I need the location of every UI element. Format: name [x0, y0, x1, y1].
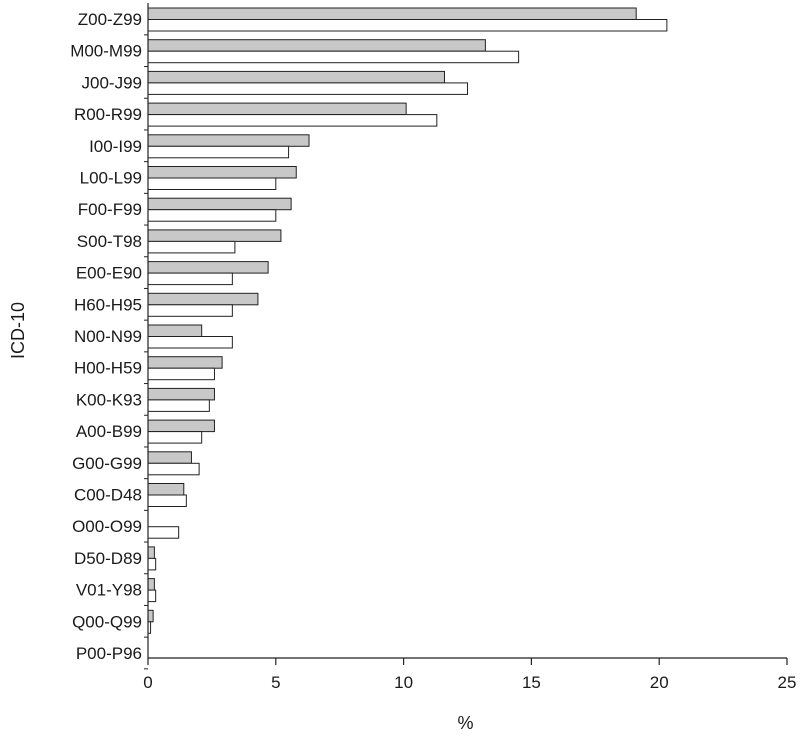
bar	[147, 578, 155, 591]
category-label: G00-G99	[72, 454, 142, 473]
category-label: C00-D48	[74, 486, 142, 505]
bar	[147, 166, 297, 179]
bar	[147, 356, 223, 369]
bar	[147, 134, 310, 147]
bar	[147, 145, 290, 159]
bar	[147, 483, 185, 496]
bar	[147, 240, 236, 254]
x-ticks: 0 5 10 15 20 25	[143, 658, 796, 692]
category-label: F00-F99	[78, 200, 142, 219]
category-label: J00-J99	[82, 73, 142, 92]
bar	[147, 39, 486, 52]
category-label: A00-B99	[76, 422, 142, 441]
bar	[147, 304, 233, 317]
bar	[147, 589, 157, 603]
category-label: M00-M99	[70, 42, 142, 61]
category-label: E00-E90	[76, 264, 142, 283]
bar	[147, 292, 259, 306]
x-axis-title: %	[457, 713, 473, 733]
category-label: H60-H95	[74, 295, 142, 314]
bar	[147, 431, 203, 444]
category-label: N00-N99	[74, 327, 142, 346]
category-labels: Z00-Z99 M00-M99 J00-J99 R00-R99 I00-I99 L00-L…	[70, 10, 148, 670]
category-label: K00-K93	[76, 390, 142, 409]
x-tick-label: 10	[394, 673, 413, 692]
bar	[147, 526, 180, 539]
bar	[147, 114, 438, 127]
bar	[147, 261, 269, 274]
category-label: P00-P96	[76, 644, 142, 663]
x-tick-label: 15	[522, 673, 541, 692]
category-label: Z00-Z99	[78, 10, 142, 29]
bar	[147, 546, 155, 559]
bar	[147, 494, 187, 507]
bar	[147, 451, 192, 464]
bar	[147, 102, 407, 116]
category-label: L00-L99	[80, 169, 142, 188]
bar	[147, 387, 215, 401]
category-label: S00-T98	[77, 232, 142, 251]
x-tick-label: 5	[271, 673, 280, 692]
bar	[147, 197, 292, 211]
bar	[147, 7, 637, 20]
x-tick-label: 20	[650, 673, 669, 692]
category-label: I00-I99	[89, 137, 142, 156]
bar	[147, 324, 203, 337]
category-label: R00-R99	[74, 105, 142, 124]
category-label: O00-O99	[72, 517, 142, 536]
bar	[147, 209, 277, 222]
bar	[147, 609, 154, 623]
x-tick-label: 25	[778, 673, 797, 692]
bar	[147, 272, 233, 286]
x-tick-label: 0	[143, 673, 152, 692]
bar	[147, 462, 200, 476]
bar	[147, 50, 520, 64]
category-label: D50-D89	[74, 549, 142, 568]
bars	[147, 7, 668, 634]
bar	[147, 399, 210, 412]
bar	[147, 229, 282, 242]
category-label: Q00-Q99	[72, 612, 142, 631]
bar	[147, 177, 277, 190]
y-axis-title: ICD-10	[8, 302, 28, 359]
bar	[147, 557, 157, 571]
category-label: V01-Y98	[76, 581, 142, 600]
bar	[147, 419, 215, 433]
bar	[147, 19, 668, 32]
bar	[147, 70, 445, 84]
bar	[147, 336, 233, 349]
bar	[147, 82, 468, 95]
bar	[147, 367, 215, 381]
category-label: H00-H59	[74, 359, 142, 378]
